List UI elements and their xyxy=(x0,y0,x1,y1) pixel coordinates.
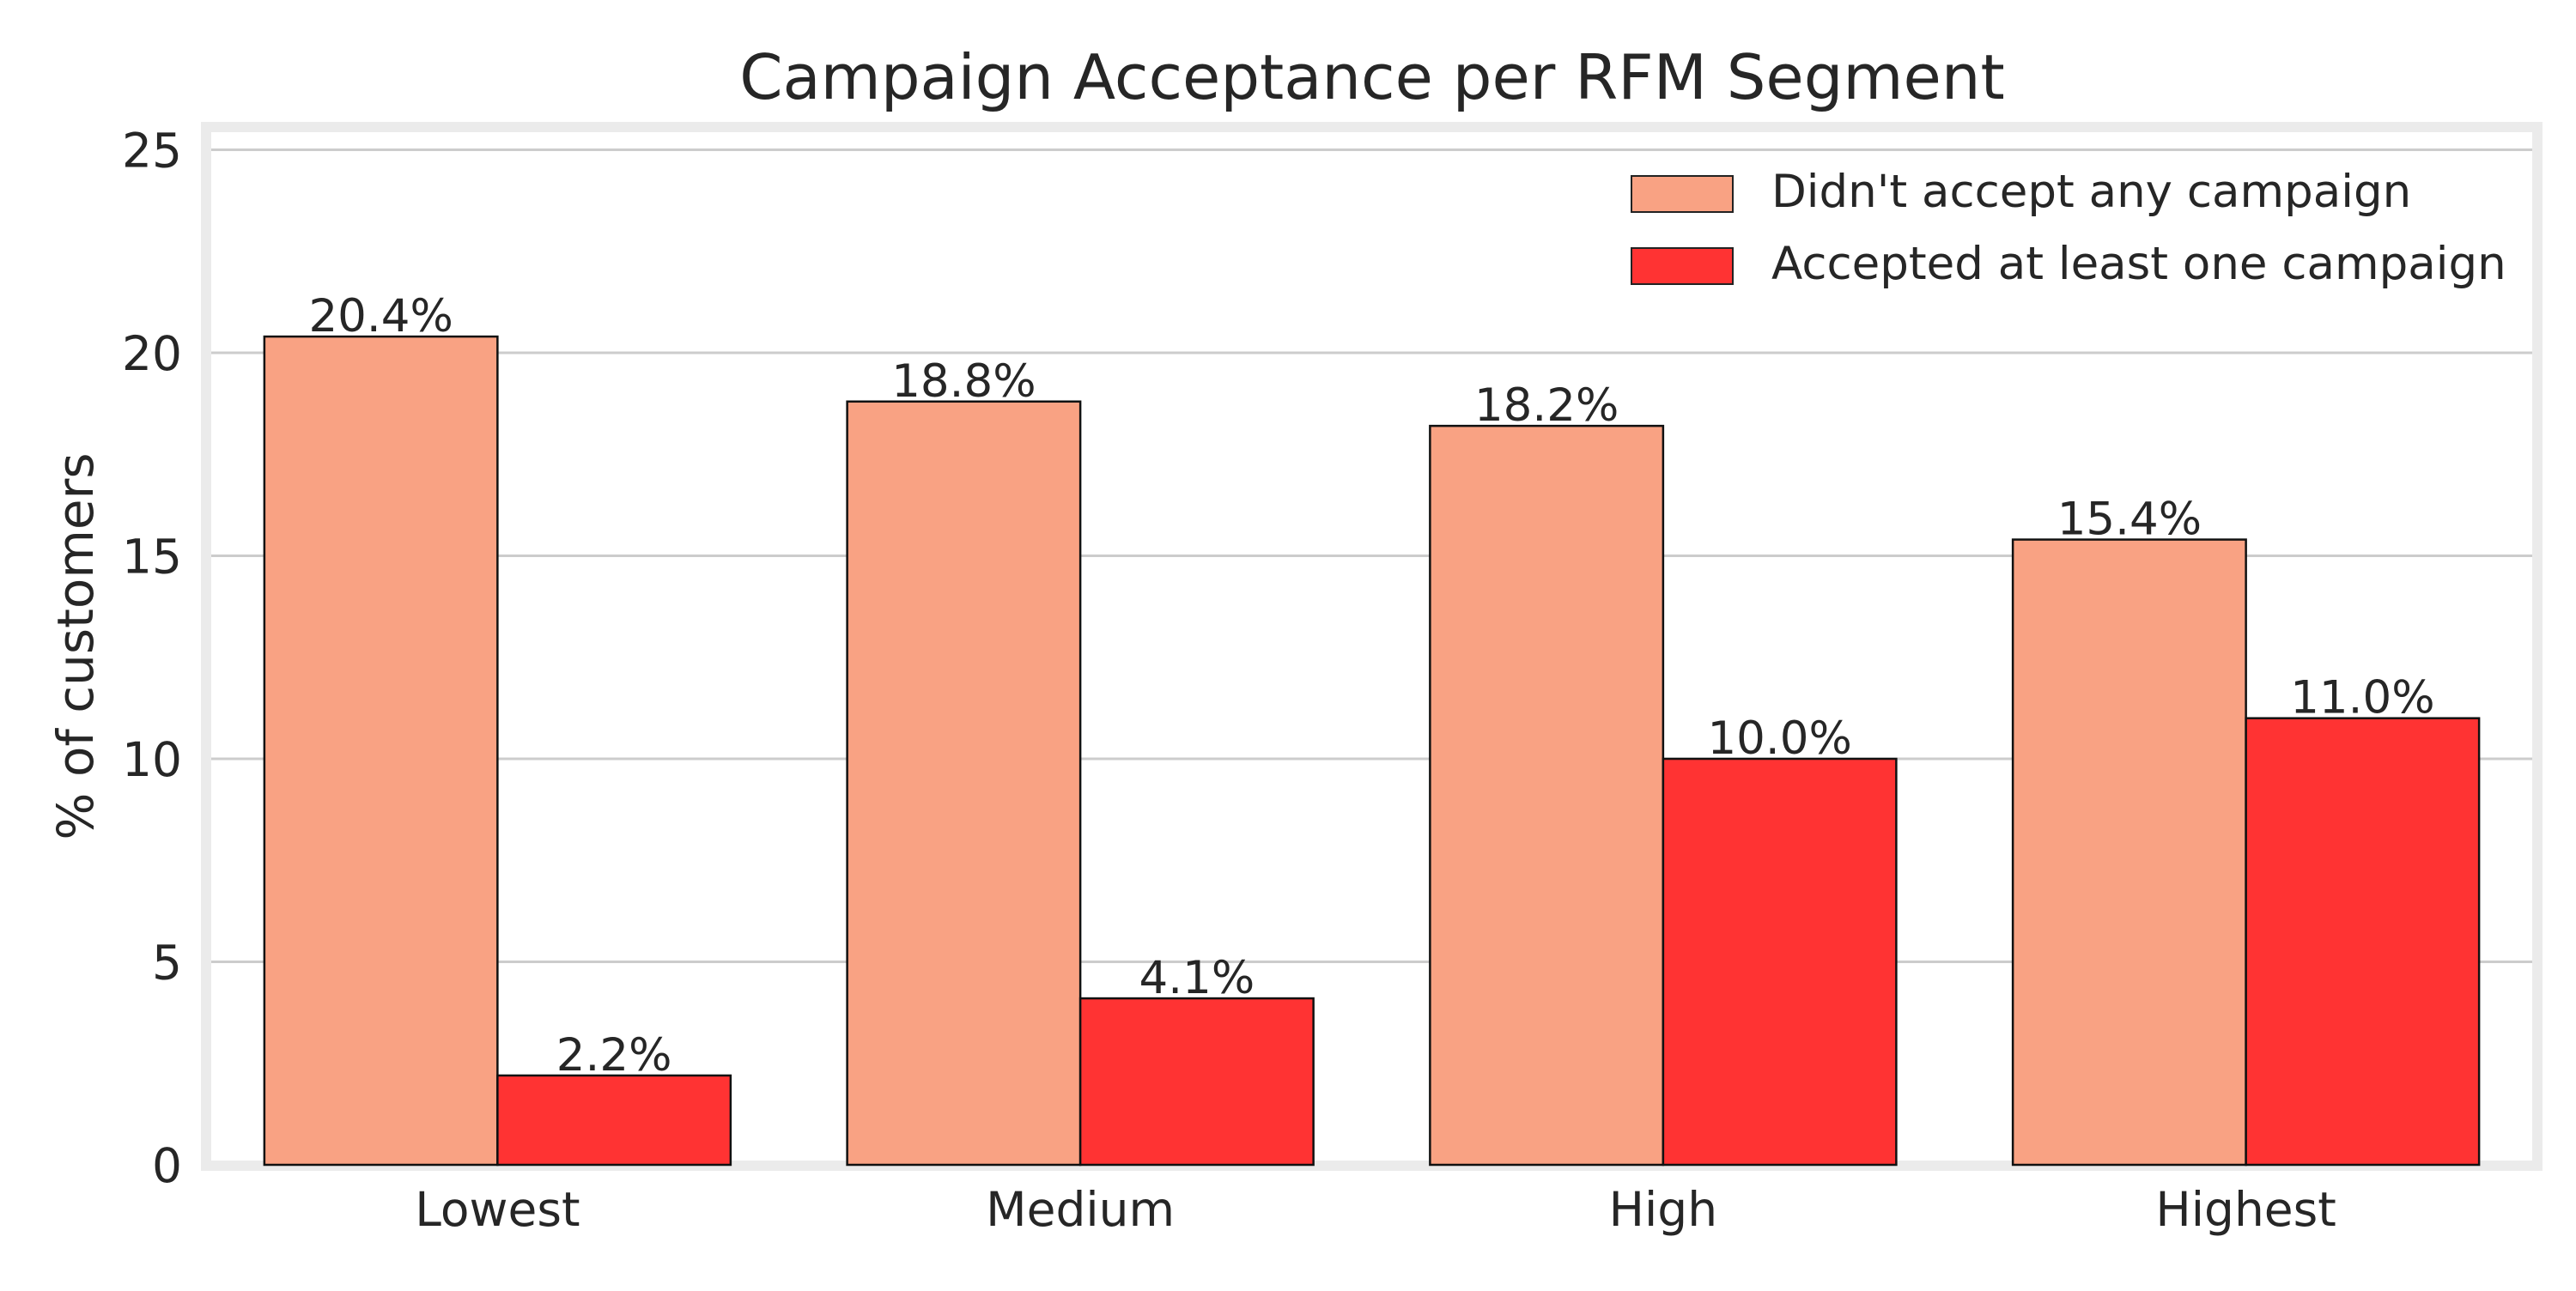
bar-value-label: 10.0% xyxy=(1707,712,1851,765)
bar-value-label: 11.0% xyxy=(2290,672,2434,724)
legend-swatch-accepted xyxy=(1631,247,1734,285)
y-tick-label: 5 xyxy=(152,936,182,991)
bar-labels: 20.4% 2.2% 18.8% 4.1% 18.2% 10.0% 15.4% 11.0% xyxy=(308,290,2434,1082)
bar xyxy=(1078,997,1315,1167)
legend-label-didnt-accept: Didn't accept any campaign xyxy=(1771,166,2411,218)
bar xyxy=(2245,717,2481,1167)
legend-label-accepted: Accepted at least one campaign xyxy=(1771,238,2506,290)
x-tick-label: High xyxy=(1609,1182,1717,1237)
legend-swatch-didnt-accept xyxy=(1631,175,1734,213)
bar xyxy=(846,400,1082,1167)
y-tick-label: 0 xyxy=(152,1138,182,1193)
bar xyxy=(1429,424,1665,1167)
axis-ticks: 0 5 10 15 20 25 Lowest Medium High Highest xyxy=(122,124,2336,1238)
bar-value-label: 20.4% xyxy=(308,290,453,342)
bar-value-label: 2.2% xyxy=(556,1029,672,1082)
bar-value-label: 4.1% xyxy=(1139,952,1255,1004)
y-tick-label: 25 xyxy=(122,124,182,179)
legend: Didn't accept any campaign Accepted at l… xyxy=(1631,166,2506,290)
bars xyxy=(263,335,2481,1167)
x-tick-label: Lowest xyxy=(415,1182,580,1237)
y-tick-label: 10 xyxy=(122,732,182,787)
bar xyxy=(496,1074,732,1167)
chart-title: Campaign Acceptance per RFM Segment xyxy=(739,41,2004,113)
x-tick-label: Highest xyxy=(2155,1182,2336,1237)
y-axis-label: % of customers xyxy=(46,452,105,839)
bar-value-label: 18.8% xyxy=(891,355,1036,408)
y-tick-label: 15 xyxy=(122,530,182,585)
bar-value-label: 18.2% xyxy=(1474,379,1619,432)
y-tick-label: 20 xyxy=(122,326,182,381)
bar xyxy=(2011,538,2247,1167)
bar xyxy=(263,335,499,1167)
bar xyxy=(1662,757,1898,1167)
bar-value-label: 15.4% xyxy=(2057,494,2202,546)
x-tick-label: Medium xyxy=(986,1182,1175,1237)
